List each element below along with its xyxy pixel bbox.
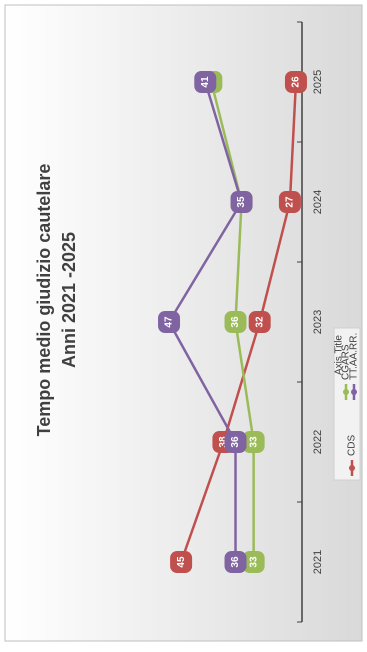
data-label: 32 [254, 316, 265, 328]
legend-marker [343, 389, 349, 395]
data-point [248, 311, 271, 333]
x-axis-title: Axis Title [334, 335, 345, 375]
data-point [242, 431, 265, 453]
data-label: 26 [291, 76, 302, 88]
x-tick-label: 2024 [312, 190, 324, 214]
legend-marker [349, 465, 355, 471]
data-point [224, 431, 247, 453]
x-tick-label: 2021 [312, 550, 324, 574]
data-point [278, 191, 301, 213]
legend-label: TT.AA.RR. [349, 333, 360, 380]
legend-marker [351, 389, 357, 395]
x-tick-label: 2023 [312, 310, 324, 334]
data-label: 45 [176, 556, 187, 568]
legend-box [333, 327, 361, 481]
data-point [230, 191, 253, 213]
data-label: 36 [230, 556, 241, 568]
data-point [224, 311, 247, 333]
chart-subtitle: Anni 2021 -2025 [59, 232, 79, 368]
data-label: 35 [236, 196, 247, 208]
data-point [158, 311, 181, 333]
data-point [170, 551, 193, 573]
data-label: 36 [230, 436, 241, 448]
data-label: 47 [164, 316, 175, 328]
x-tick-label: 2025 [312, 70, 324, 94]
x-tick-label: 2022 [312, 430, 324, 454]
data-label: 41 [200, 76, 211, 88]
legend-label: CDS [347, 435, 358, 456]
data-point [224, 551, 247, 573]
data-label: 33 [248, 556, 259, 568]
data-label: 38 [218, 436, 229, 448]
legend-label: CGARS [341, 344, 352, 380]
data-point [194, 71, 217, 93]
data-point [242, 551, 265, 573]
data-label: 33 [248, 436, 259, 448]
data-point [284, 71, 307, 93]
data-label: 36 [230, 316, 241, 328]
data-label: 27 [285, 196, 296, 208]
chart-title: Tempo medio giudizio cautelare [34, 164, 54, 437]
